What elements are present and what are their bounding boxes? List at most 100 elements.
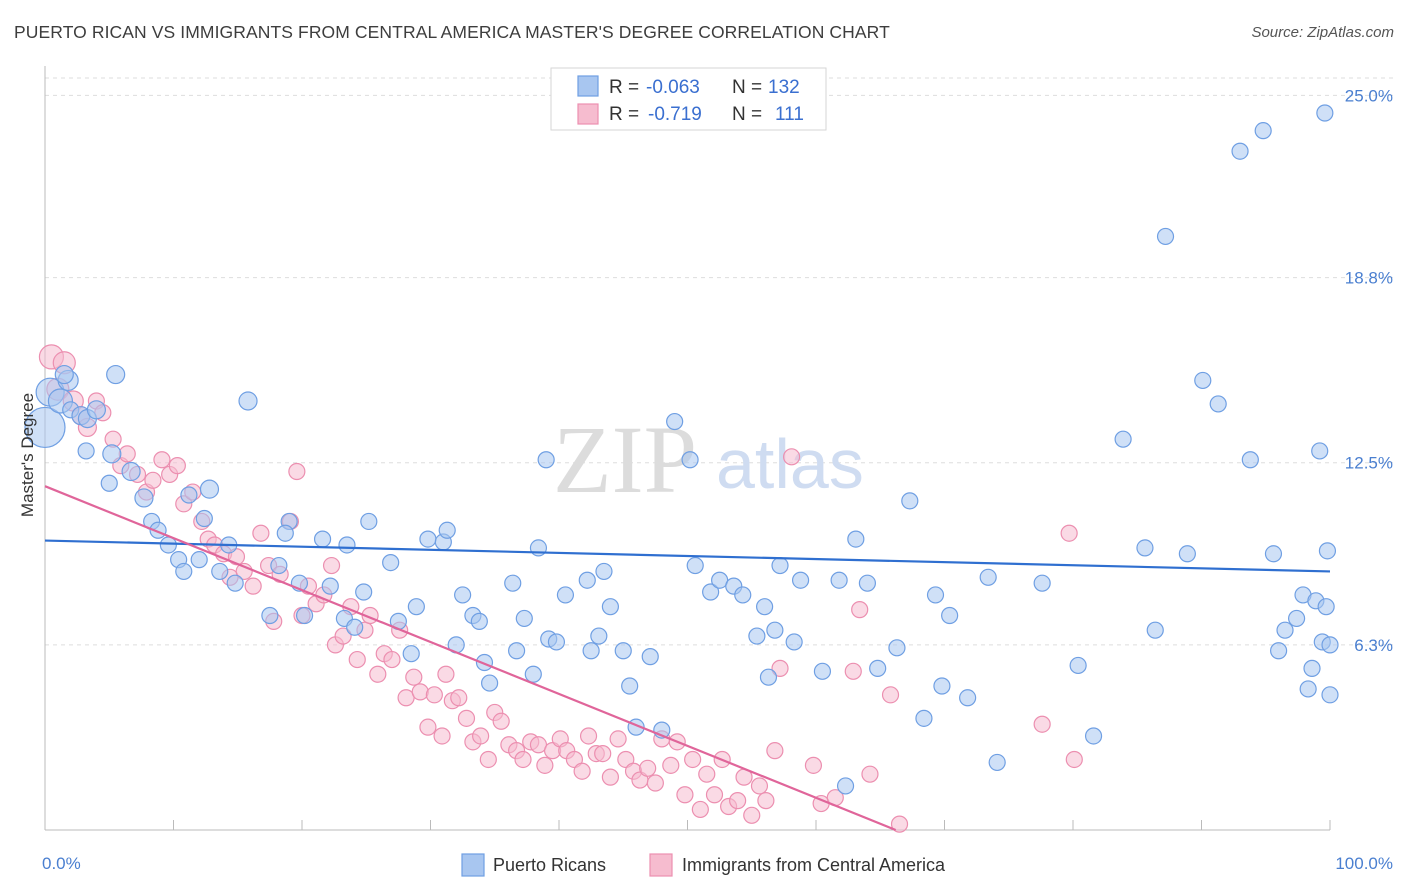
y-axis-label: Master's Degree (18, 393, 37, 517)
bottom-legend-label-central-america: Immigrants from Central America (682, 855, 946, 875)
watermark: ZIP atlas (553, 406, 864, 513)
trend-line-central-america (44, 485, 897, 832)
point-puerto-rican (321, 577, 339, 595)
point-puerto-rican (547, 633, 566, 651)
point-puerto-rican (933, 677, 951, 695)
point-central-america (662, 756, 680, 774)
point-puerto-rican (1241, 451, 1259, 469)
point-central-america (153, 451, 171, 469)
point-central-america (684, 750, 702, 769)
point-central-america (433, 727, 451, 745)
point-puerto-rican (748, 627, 766, 645)
point-central-america (492, 712, 510, 730)
point-puerto-rican (100, 474, 118, 492)
point-puerto-rican (1321, 686, 1339, 704)
point-puerto-rican (199, 479, 220, 499)
point-central-america (698, 765, 716, 783)
point-central-america (729, 792, 747, 810)
point-puerto-rican (504, 574, 522, 592)
point-central-america (334, 627, 352, 645)
legend-swatch-blue (577, 75, 599, 97)
point-puerto-rican (915, 709, 933, 727)
point-puerto-rican (771, 556, 789, 575)
point-central-america (573, 762, 591, 780)
chart-title: PUERTO RICAN VS IMMIGRANTS FROM CENTRAL … (14, 22, 890, 42)
point-central-america (757, 792, 775, 810)
point-puerto-rican (666, 412, 684, 431)
point-puerto-rican (470, 612, 488, 630)
legend-r-label-2: R = (609, 104, 639, 125)
point-puerto-rican (537, 451, 555, 469)
point-central-america (252, 524, 270, 542)
point-central-america (804, 756, 823, 774)
point-central-america (691, 800, 709, 819)
point-central-america (766, 742, 784, 760)
point-central-america (609, 730, 627, 748)
legend-n-value-1: 132 (768, 77, 800, 98)
bottom-legend-swatch-pink (649, 853, 673, 877)
point-central-america (450, 689, 468, 707)
trend-lines (44, 485, 1331, 832)
source-label: Source: ZipAtlas.com (1251, 24, 1394, 41)
point-puerto-rican (175, 562, 193, 581)
point-central-america (771, 659, 789, 677)
point-puerto-rican (1299, 680, 1317, 698)
point-puerto-rican (1321, 636, 1339, 654)
point-puerto-rican (1276, 621, 1294, 639)
point-central-america (168, 457, 186, 475)
point-puerto-rican (1287, 609, 1306, 628)
point-puerto-rican (524, 665, 542, 683)
correlation-legend: R = -0.063 N = 132 R = -0.719 N = 111 (550, 67, 827, 131)
point-puerto-rican (901, 492, 919, 510)
point-central-america (782, 448, 801, 466)
point-puerto-rican (134, 488, 154, 508)
point-puerto-rican (1156, 227, 1175, 246)
point-puerto-rican (261, 606, 279, 625)
y-tick-label: 6.3% (1354, 636, 1393, 655)
point-puerto-rican (1316, 104, 1334, 122)
point-puerto-rican (601, 598, 620, 616)
point-puerto-rican (1178, 545, 1196, 563)
point-puerto-rican (1114, 430, 1132, 448)
point-central-america (144, 471, 162, 489)
point-puerto-rican (621, 677, 639, 695)
x-tick-labels: 0.0% 100.0% (42, 854, 1393, 873)
point-puerto-rican (979, 568, 997, 586)
point-puerto-rican (1318, 542, 1337, 560)
point-central-america (861, 765, 879, 783)
legend-r-label-1: R = (609, 77, 639, 98)
point-central-america (743, 806, 761, 824)
point-puerto-rican (1209, 395, 1227, 413)
point-central-america (1065, 750, 1083, 769)
point-puerto-rican (507, 642, 526, 660)
point-puerto-rican (102, 444, 122, 464)
point-central-america (472, 727, 490, 745)
point-puerto-rican (785, 633, 803, 651)
point-central-america (705, 786, 724, 804)
point-puerto-rican (360, 512, 378, 531)
point-central-america (579, 727, 598, 745)
point-puerto-rican (1317, 598, 1335, 616)
point-puerto-rican (1264, 545, 1283, 563)
point-puerto-rican (556, 586, 575, 604)
point-puerto-rican (582, 642, 600, 660)
point-puerto-rican (1069, 656, 1087, 675)
point-puerto-rican (836, 777, 855, 795)
point-puerto-rican (211, 562, 229, 581)
point-puerto-rican (86, 400, 107, 420)
point-central-america (348, 650, 366, 669)
point-puerto-rican (419, 530, 437, 548)
point-puerto-rican (847, 530, 865, 548)
point-puerto-rican (1136, 539, 1154, 557)
point-puerto-rican (54, 364, 74, 385)
point-puerto-rican (515, 609, 533, 628)
point-central-america (881, 686, 900, 704)
point-puerto-rican (402, 645, 420, 663)
point-central-america (244, 577, 262, 595)
point-puerto-rican (238, 391, 258, 411)
point-puerto-rican (270, 556, 288, 575)
x-tick-label-min: 0.0% (42, 854, 81, 873)
y-tick-label: 18.8% (1345, 269, 1393, 288)
point-puerto-rican (106, 364, 126, 385)
point-puerto-rican (830, 571, 848, 589)
